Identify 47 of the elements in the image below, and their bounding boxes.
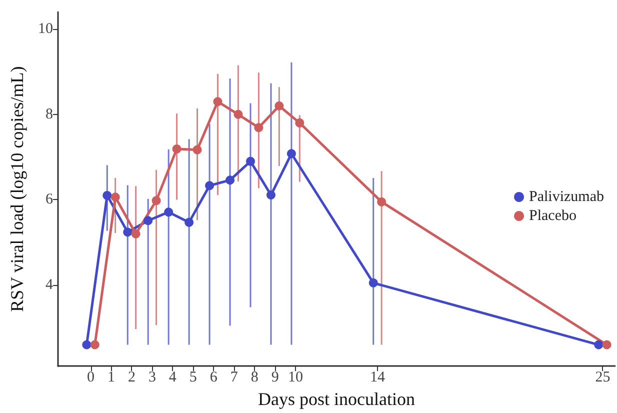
point [274, 101, 284, 110]
x-tick-label: 5 [189, 370, 197, 386]
point [266, 190, 276, 200]
point [110, 192, 120, 202]
point [184, 218, 194, 227]
point [602, 340, 612, 350]
x-tick-label: 9 [271, 370, 279, 386]
legend-label: Palivizumab [529, 189, 604, 205]
x-tick-label: 0 [87, 370, 95, 386]
point [192, 145, 202, 154]
point [123, 228, 132, 237]
y-tick-label: 10 [38, 21, 53, 38]
x-tick-label: 6 [210, 370, 218, 386]
x-tick-label: 7 [230, 370, 238, 386]
point [131, 229, 140, 238]
point [254, 123, 264, 132]
point [172, 144, 182, 154]
point [213, 97, 222, 106]
point [226, 176, 235, 185]
x-tick-label: 8 [250, 370, 258, 386]
point [246, 156, 255, 166]
point [286, 149, 296, 158]
legend-label: Placebo [529, 208, 576, 224]
y-tick-label: 4 [46, 277, 54, 294]
y-axis-title: RSV viral load (log10 copies/mL) [7, 66, 27, 312]
x-tick-label: 1 [107, 370, 115, 386]
point [102, 190, 112, 200]
x-tick-label: 25 [595, 370, 610, 386]
point [144, 216, 153, 226]
point [234, 110, 243, 119]
point [368, 278, 378, 288]
x-tick-label: 2 [128, 370, 136, 386]
point [594, 340, 604, 350]
x-tick-label: 3 [148, 370, 156, 386]
point [152, 196, 161, 206]
y-tick-label: 8 [46, 106, 53, 122]
y-tick-label: 6 [46, 192, 54, 208]
x-tick-label: 14 [370, 370, 386, 386]
point [377, 197, 386, 206]
x-tick-label: 10 [288, 370, 304, 386]
x-axis-title: Days post inoculation [258, 389, 415, 409]
point [164, 208, 174, 217]
point [82, 340, 92, 350]
x-tick-label: 4 [168, 370, 177, 386]
point [205, 181, 214, 190]
point [295, 118, 304, 128]
point [90, 340, 100, 350]
